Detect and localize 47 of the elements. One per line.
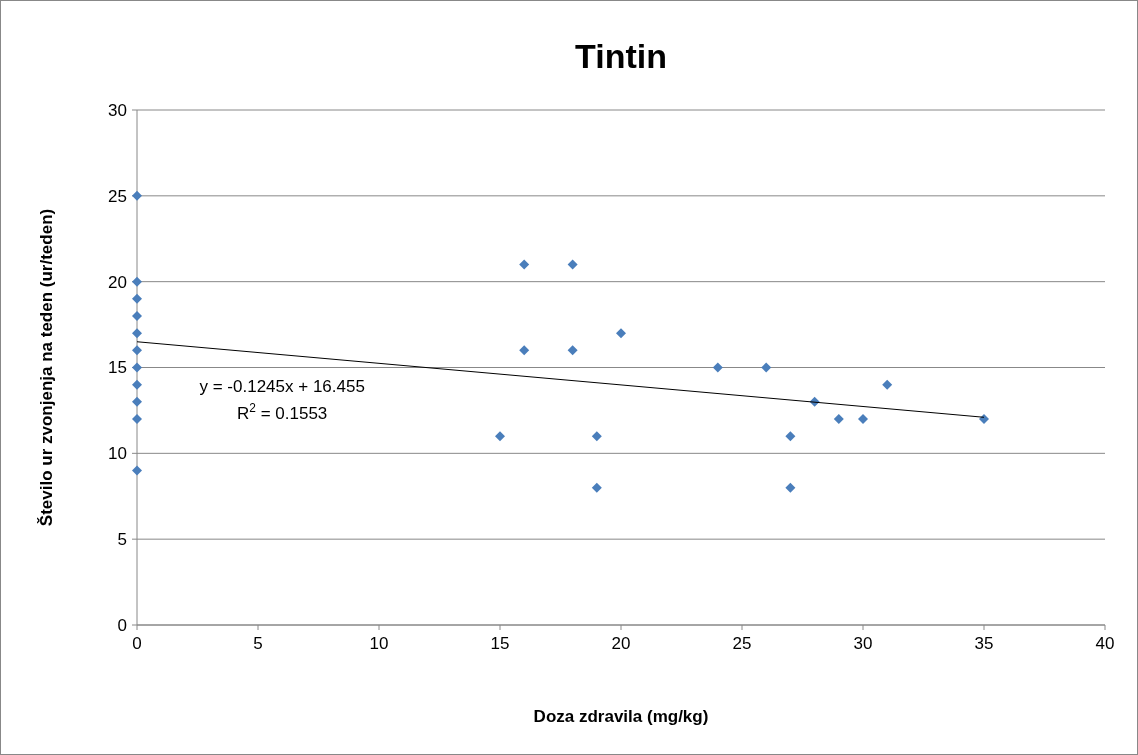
x-tick-label: 15: [490, 634, 510, 653]
y-tick-label: 30: [108, 100, 127, 120]
point: [567, 259, 578, 270]
x-tick-label: 35: [974, 634, 994, 653]
point: [882, 379, 893, 390]
y-axis-title: Število ur zvonjenja na teden (ur/teden): [37, 208, 56, 527]
y-tick-label: 5: [117, 530, 127, 550]
point: [132, 362, 142, 373]
point: [132, 379, 142, 390]
x-tick-label: 5: [253, 634, 263, 653]
point: [132, 328, 142, 339]
point: [132, 276, 142, 287]
point: [616, 328, 626, 339]
x-tick-label: 40: [1095, 634, 1115, 653]
y-tick-label: 20: [108, 272, 127, 292]
y-tick-label: 10: [108, 444, 127, 464]
point: [132, 190, 142, 201]
x-tick-label: 10: [369, 634, 389, 653]
x-axis-title: Doza zdravila (mg/kg): [533, 707, 709, 726]
point: [132, 414, 142, 424]
point: [567, 345, 578, 356]
point: [132, 465, 142, 476]
point: [132, 293, 142, 304]
point: [785, 431, 796, 442]
x-tick-label: 25: [732, 634, 752, 653]
annotation: R$^{2}$ = 0.1553: [237, 400, 328, 423]
x-tick-label: 0: [132, 634, 142, 653]
point: [519, 259, 530, 270]
point: [519, 345, 530, 356]
point: [132, 396, 142, 407]
point: [761, 362, 772, 373]
point: [591, 431, 602, 442]
point: [132, 311, 142, 321]
x-tick-label: 30: [853, 634, 873, 653]
y-tick-label: 15: [108, 358, 127, 378]
point: [785, 482, 796, 493]
point: [833, 414, 844, 424]
annotation: y = -0.1245x + 16.455: [199, 376, 365, 396]
point: [132, 345, 142, 356]
chart-title: Tintin: [575, 37, 667, 75]
point: [712, 362, 723, 373]
point: [858, 414, 868, 424]
point: [591, 482, 602, 493]
y-tick-label: 0: [117, 615, 127, 635]
point: [495, 431, 505, 442]
x-tick-label: 20: [611, 634, 631, 653]
y-tick-label: 25: [108, 186, 127, 206]
